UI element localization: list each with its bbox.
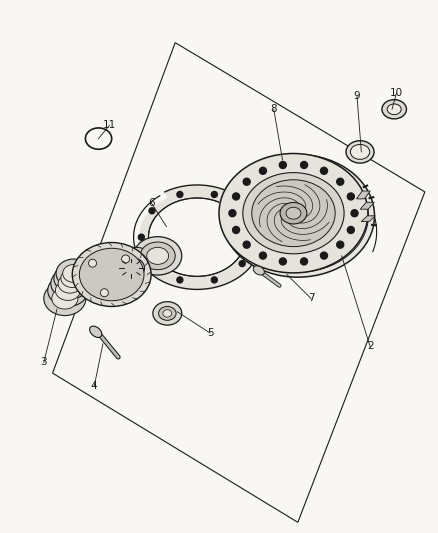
Circle shape [351,209,358,217]
Text: 5: 5 [207,328,214,338]
Ellipse shape [280,203,307,224]
Circle shape [243,178,250,185]
Circle shape [233,227,240,233]
Circle shape [321,252,328,259]
Circle shape [149,208,155,214]
Text: 2: 2 [367,342,374,351]
Circle shape [321,167,328,174]
Ellipse shape [90,326,102,337]
Circle shape [250,234,256,240]
Circle shape [300,161,307,168]
Ellipse shape [118,257,145,279]
Ellipse shape [219,154,368,273]
Ellipse shape [134,237,182,275]
Circle shape [211,191,217,197]
Ellipse shape [72,243,151,306]
Ellipse shape [350,144,370,159]
Ellipse shape [48,274,88,306]
Ellipse shape [44,281,86,316]
Ellipse shape [58,274,82,293]
Text: 11: 11 [103,120,116,130]
Circle shape [229,209,236,217]
Ellipse shape [221,155,374,277]
Text: 9: 9 [353,91,360,101]
Circle shape [149,261,155,266]
Ellipse shape [132,185,262,289]
Polygon shape [361,216,375,222]
Circle shape [239,261,245,266]
Polygon shape [360,203,374,209]
Circle shape [279,258,286,265]
Ellipse shape [118,247,153,275]
Circle shape [259,167,266,174]
Ellipse shape [79,248,144,301]
Ellipse shape [52,288,78,309]
Ellipse shape [61,269,84,287]
Circle shape [177,191,183,197]
Polygon shape [357,191,370,199]
Ellipse shape [382,100,406,119]
Circle shape [347,193,354,200]
Circle shape [100,289,108,297]
Circle shape [233,193,240,200]
Text: 7: 7 [307,294,314,303]
Ellipse shape [63,264,85,282]
Text: 3: 3 [40,358,47,367]
Ellipse shape [252,180,335,247]
Ellipse shape [346,141,374,163]
Text: 4: 4 [91,382,98,391]
Circle shape [347,227,354,233]
Circle shape [122,255,130,263]
Ellipse shape [253,266,265,275]
Ellipse shape [243,173,344,254]
Ellipse shape [227,159,368,272]
Ellipse shape [56,259,91,288]
Circle shape [337,178,344,185]
Circle shape [243,241,250,248]
Circle shape [138,234,145,240]
Ellipse shape [163,310,172,317]
Ellipse shape [153,302,182,325]
Ellipse shape [54,263,91,293]
Circle shape [239,208,245,214]
Text: 6: 6 [148,198,155,207]
Ellipse shape [51,268,89,299]
Circle shape [259,252,266,259]
Text: 10: 10 [390,88,403,98]
Circle shape [337,241,344,248]
Ellipse shape [148,198,246,276]
Circle shape [88,259,96,267]
Text: 8: 8 [270,104,277,114]
Ellipse shape [125,253,147,270]
Circle shape [279,161,286,168]
Ellipse shape [387,104,401,115]
Ellipse shape [159,306,176,320]
Ellipse shape [286,207,301,219]
Ellipse shape [147,247,169,264]
Ellipse shape [55,280,81,301]
Circle shape [300,258,307,265]
Circle shape [177,277,183,283]
Ellipse shape [140,242,175,270]
Circle shape [211,277,217,283]
